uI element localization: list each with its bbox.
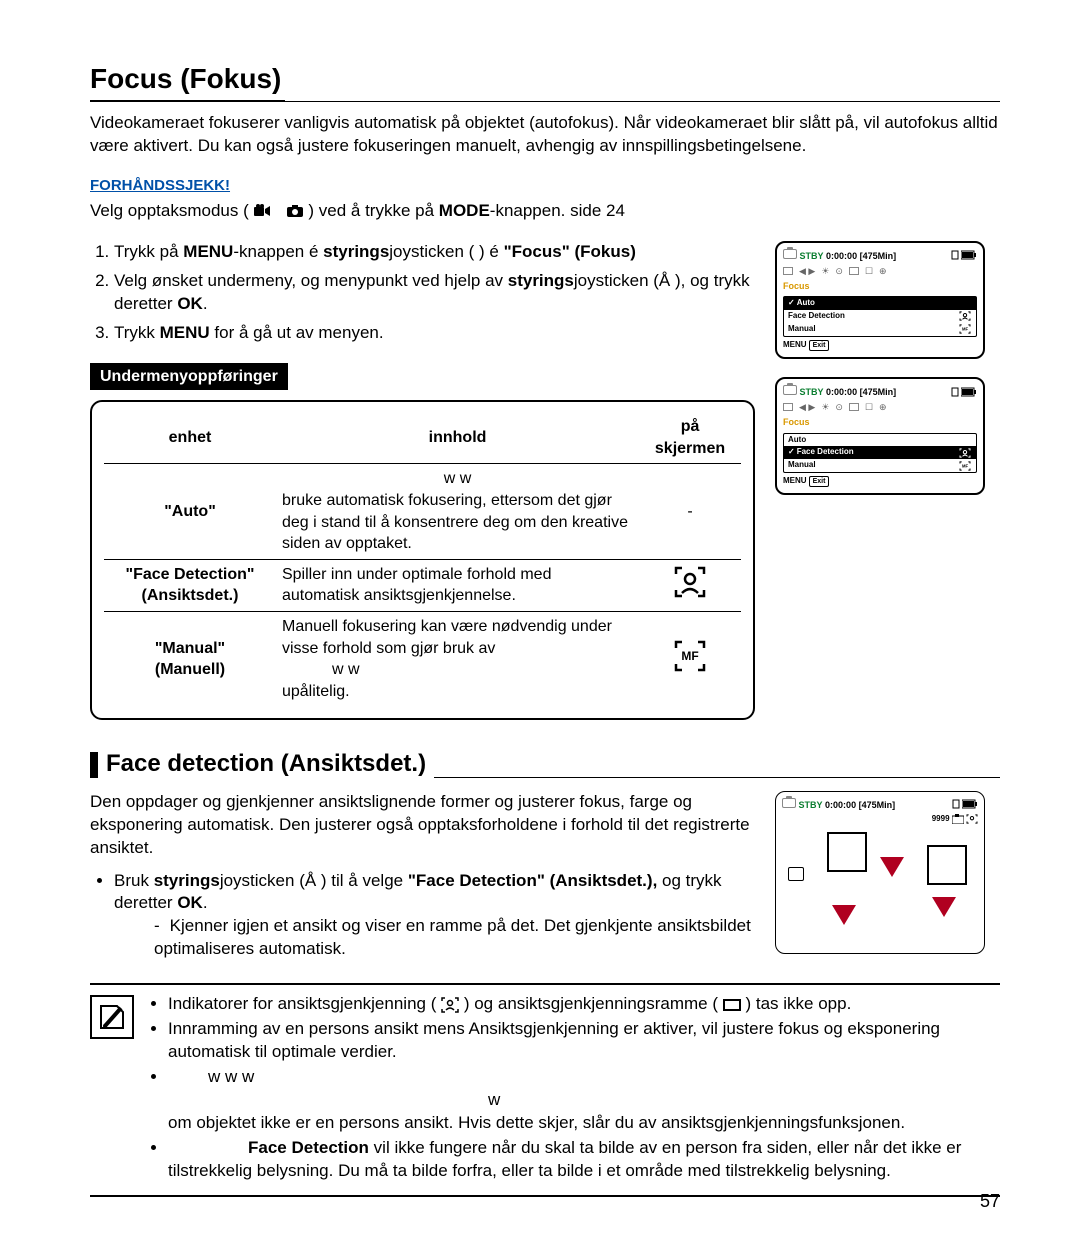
h2-underline: [434, 777, 1000, 778]
note-2: Innramming av en persons ansikt mens Ans…: [168, 1018, 1000, 1064]
th-item: enhet: [104, 412, 276, 464]
section-heading: Face detection (Ansiktsdet.): [106, 748, 426, 780]
photo-small-icon: [952, 814, 964, 824]
row3-screen: MF: [639, 611, 741, 706]
cam-small-icon: [783, 249, 797, 259]
face-detection-icon: [673, 565, 707, 599]
note-box: Indikatorer for ansiktsgjenkjenning ( ) …: [90, 983, 1000, 1197]
row3-content: Manuell fokusering kan være nødvendig un…: [276, 611, 639, 706]
icon-row: ◀ ▶☀⊙☐⊕: [783, 265, 977, 277]
svg-text:MF: MF: [962, 327, 968, 332]
arrow-down-icon: [832, 905, 856, 925]
submenu-table: enhet innhold på skjermen "Auto" w w bru…: [104, 412, 741, 706]
menu-item-auto: Auto: [784, 434, 976, 447]
focus-label: Focus: [783, 280, 977, 292]
note-icon: [90, 995, 134, 1039]
manual-focus-icon: MF: [673, 639, 707, 673]
row1-screen: -: [639, 464, 741, 559]
focus-label: Focus: [783, 416, 977, 428]
face-detection-mini-icon: [958, 311, 972, 321]
intro-text: Videokameraet fokuserer vanligvis automa…: [90, 112, 1000, 158]
battery-icon: [951, 387, 977, 397]
menu-exit: MENUExit: [783, 476, 977, 487]
camera-screen-mock-1: STBY 0:00:00 [475Min] ◀ ▶☀⊙☐⊕ Focus ✓Aut…: [775, 241, 985, 359]
submenu-heading: Undermenyoppføringer: [90, 363, 288, 391]
row1-item: "Auto": [104, 464, 276, 559]
svg-text:MF: MF: [681, 649, 698, 663]
menu-item-face: Face Detection: [784, 310, 976, 323]
row2-content: Spiller inn under optimale forhold med a…: [276, 559, 639, 611]
note-3: w w w w om objektet ikke er en persons a…: [168, 1066, 1000, 1135]
page-number: 57: [980, 1189, 1000, 1213]
menu-item-auto: ✓Auto: [784, 297, 976, 310]
arrow-down-icon: [932, 897, 956, 917]
row1-content: w w bruke automatisk fokusering, etterso…: [276, 464, 639, 559]
cam-small-icon: [782, 798, 796, 808]
precheck-heading: FORHÅNDSSJEKK!: [90, 176, 1000, 196]
face-frame: [927, 845, 967, 885]
face-detection-inline-icon: [441, 997, 459, 1013]
fd-bullet: Bruk styringsjoysticken (Å ) til å velge…: [114, 870, 755, 962]
manual-focus-mini-icon: MF: [958, 461, 972, 471]
face-detection-preview: STBY 0:00:00 [475Min] 9999: [775, 791, 985, 954]
row2-item: "Face Detection"(Ansiktsdet.): [104, 559, 276, 611]
videocam-icon: [253, 204, 271, 218]
th-screen: på skjermen: [639, 412, 741, 464]
steps-list: Trykk på MENU-knappen é styringsjoystick…: [114, 241, 755, 345]
face-detection-indicator: [788, 867, 804, 881]
precheck-line: Velg opptaksmodus ( ) ved å trykke på MO…: [90, 200, 1000, 223]
fd-subbullet: Kjenner igjen et ansikt og viser en ramm…: [154, 915, 755, 961]
face-frame: [827, 832, 867, 872]
page-title: Focus (Fokus): [90, 60, 285, 102]
note-1: Indikatorer for ansiktsgjenkjenning ( ) …: [168, 993, 1000, 1016]
svg-text:MF: MF: [962, 463, 968, 468]
arrow-down-icon: [880, 857, 904, 877]
battery-icon: [952, 799, 978, 809]
submenu-box: ✓Auto Face Detection Manual MF: [783, 296, 977, 336]
th-content: innhold: [276, 412, 639, 464]
frame-inline-icon: [723, 999, 741, 1011]
icon-row: ◀ ▶☀⊙☐⊕: [783, 401, 977, 413]
h2-accent-bar: [90, 752, 98, 778]
fd-intro: Den oppdager og gjenkjenner ansiktsligne…: [90, 791, 755, 860]
camera-screen-mock-2: STBY 0:00:00 [475Min] ◀ ▶☀⊙☐⊕ Focus Auto…: [775, 377, 985, 495]
note-4: Face Detection vil ikke fungere når du s…: [168, 1137, 1000, 1183]
table-row: "Manual"(Manuell) Manuell fokusering kan…: [104, 611, 741, 706]
menu-exit: MENUExit: [783, 340, 977, 351]
menu-item-manual: Manual MF: [784, 459, 976, 472]
submenu-box: Auto ✓Face Detection Manual MF: [783, 433, 977, 473]
step-2: Velg ønsket undermeny, og menypunkt ved …: [114, 270, 755, 316]
row3-item: "Manual"(Manuell): [104, 611, 276, 706]
table-row: "Face Detection"(Ansiktsdet.) Spiller in…: [104, 559, 741, 611]
photocam-icon: [286, 204, 304, 218]
step-3: Trykk MENU for å gå ut av menyen.: [114, 322, 755, 345]
table-row: "Auto" w w bruke automatisk fokusering, …: [104, 464, 741, 559]
cam-small-icon: [783, 385, 797, 395]
submenu-table-wrap: enhet innhold på skjermen "Auto" w w bru…: [90, 400, 755, 720]
row2-screen: [639, 559, 741, 611]
step-1: Trykk på MENU-knappen é styringsjoystick…: [114, 241, 755, 264]
table-header-row: enhet innhold på skjermen: [104, 412, 741, 464]
face-detection-mini-icon: [966, 814, 978, 824]
face-detection-mini-icon: [958, 448, 972, 458]
battery-icon: [951, 250, 977, 260]
menu-item-face: ✓Face Detection: [784, 446, 976, 459]
manual-focus-mini-icon: MF: [958, 324, 972, 334]
menu-item-manual: Manual MF: [784, 323, 976, 336]
